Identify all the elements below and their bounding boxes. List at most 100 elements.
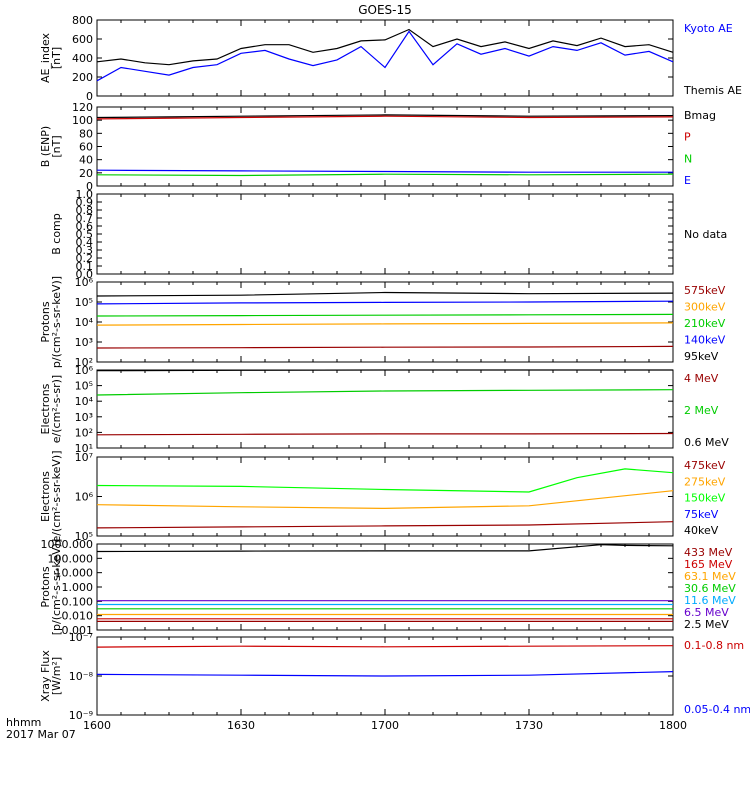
legend-label: 210keV [684,317,726,330]
y-axis-label: Protons [39,301,52,342]
series-line [96,468,674,493]
y-tick-label: 200 [72,71,93,84]
y-tick-label: 0.2 [76,252,94,265]
y-tick-label: 10⁴ [75,395,94,408]
legend-label: Kyoto AE [684,22,733,35]
legend-label: 2 MeV [684,404,719,417]
y-tick-label: 60 [79,141,93,154]
legend-label: 165 MeV [684,558,733,571]
legend-label: 0.6 MeV [684,436,729,449]
y-tick-label: 10⁵ [75,296,93,309]
legend-label: Themis AE [683,84,742,97]
y-axis-label: [nT] [50,135,63,157]
panel-1: 0 200 400 600 800 AE_index[nT] Kyoto AE Themis … [39,14,742,103]
y-axis-label: e/(cm²-s-sr-keV)] [50,451,63,543]
y-tick-label: 10⁶ [75,276,94,289]
y-axis-label: p/(cm²-s-sr-keV)] [50,276,63,368]
y-tick-label: 800 [72,14,93,27]
x-tick-label: 1600 [83,719,111,732]
y-tick-label: 120 [72,101,93,114]
y-tick-label: 10³ [75,411,93,424]
y-tick-label: 0.1 [76,260,94,273]
no-data-text: No data [684,228,727,241]
panel-frame [96,543,674,631]
series-line [96,114,674,119]
y-tick-label: 600 [72,33,93,46]
series-line [96,389,674,396]
y-tick-label: 10⁶ [75,491,94,504]
legend-label: 475keV [684,459,726,472]
y-tick-label: 1.0 [76,188,94,201]
y-tick-label: 0.4 [76,236,94,249]
y-tick-label: 10⁵ [75,530,93,543]
y-tick-label: 0.6 [76,220,94,233]
y-axis-label: [nT] [50,47,63,69]
series-line [96,345,674,349]
y-tick-label: 10⁻⁷ [69,631,93,644]
y-axis-label: [p/(cm²-s-sr-keV)] [50,539,63,636]
footer-date: 2017 Mar 07 [6,728,76,741]
y-tick-label: 0.3 [76,244,94,257]
y-tick-label: 0.5 [76,228,94,241]
series-line [96,313,674,317]
y-tick-label: 10⁻⁸ [69,670,94,683]
series-line [96,521,674,529]
legend-label: 140keV [684,334,726,347]
y-tick-label: 10² [75,356,93,369]
y-tick-label: 100.000 [48,552,94,565]
panel-frame [96,19,674,97]
series-line [96,432,674,436]
series-line [96,645,674,648]
legend-label: 300keV [684,301,726,314]
footer-hhmm: hhmm [6,716,41,729]
y-axis-label: Electrons [39,471,52,522]
series-line [96,28,674,66]
legend-label: 30.6 MeV [684,582,736,595]
series-line [96,300,674,305]
y-tick-label: 10⁻⁹ [69,709,93,722]
y-tick-label: 10⁴ [75,316,94,329]
legend-label: N [684,152,692,165]
series-line [96,115,674,120]
y-tick-label: 10⁵ [75,380,93,393]
y-axis-label: Xray Flux [39,650,52,702]
legend-label: 75keV [684,508,719,521]
y-tick-label: 0.9 [76,196,94,209]
legend-label: 95keV [684,350,719,363]
y-tick-label: 0.8 [76,204,94,217]
y-tick-label: 0.0 [76,268,94,281]
panel-frame [96,369,674,449]
x-tick-label: 1730 [515,719,543,732]
y-tick-label: 10⁷ [75,451,93,464]
legend-label: 6.5 MeV [684,606,729,619]
legend-label: 63.1 MeV [684,570,736,583]
legend-label: 2.5 MeV [684,618,729,631]
series-line [96,671,674,677]
x-tick-label: 1700 [371,719,399,732]
y-axis-label: AE_index [39,32,52,83]
legend-label: 0.05-0.4 nm [684,703,750,716]
series-line [96,490,674,510]
y-tick-label: 10³ [75,336,93,349]
y-axis-label: B (ENP) [39,126,52,167]
chart-title: GOES-15 [358,3,412,17]
series-line [96,173,674,177]
panel-frame [96,193,674,275]
y-tick-label: 400 [72,52,93,65]
y-axis-label: [W/m²] [50,657,63,695]
legend-label: 150keV [684,492,726,505]
x-tick-label: 1630 [227,719,255,732]
legend-label: 4 MeV [684,372,719,385]
y-tick-label: 0.7 [76,212,94,225]
panel-8: 10⁻⁹ 10⁻⁸ 10⁻⁷ Xray Flux[W/m²] 0.1-0.8 nm 0.0… [39,631,750,722]
y-tick-label: 40 [79,154,93,167]
y-tick-label: 10² [75,426,93,439]
y-tick-label: 0 [86,90,93,103]
legend-label: 575keV [684,284,726,297]
y-axis-label: Electrons [39,383,52,434]
x-tick-label: 1800 [659,719,687,732]
